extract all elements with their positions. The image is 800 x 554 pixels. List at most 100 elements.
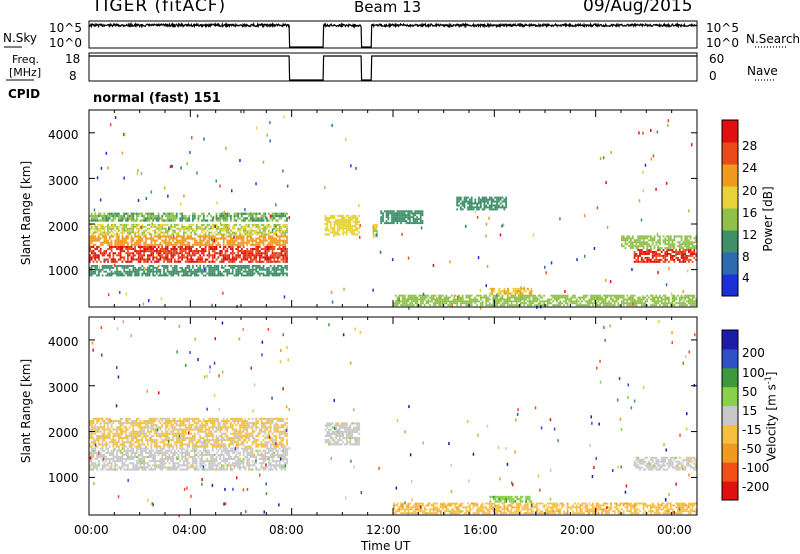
echo-cell [192, 219, 194, 222]
echo-cell [668, 247, 670, 250]
echo-cell [143, 447, 145, 450]
echo-cell [646, 298, 649, 301]
echo-cell [602, 304, 605, 307]
echo-cell [282, 466, 285, 469]
echo-cell [132, 231, 135, 234]
echo-cell [208, 237, 211, 240]
echo-cell [244, 224, 247, 226]
echo-cell [119, 250, 122, 253]
echo-cell [116, 458, 118, 461]
echo-cell [584, 304, 587, 307]
echo-cell [581, 296, 583, 299]
echo-cell [688, 298, 690, 301]
echo-cell [210, 227, 212, 230]
echo-cell [271, 468, 274, 471]
echo-cell [121, 227, 124, 230]
echo-cell [101, 265, 104, 267]
echo-cell [183, 248, 185, 251]
echo-cell [470, 294, 473, 297]
echo-cell [239, 466, 241, 469]
echo-cell [96, 464, 98, 467]
echo-cell [201, 456, 203, 459]
echo-cell [460, 296, 462, 299]
echo-cell [494, 206, 497, 209]
echo-cell [421, 220, 424, 223]
echo-cell [280, 248, 283, 251]
echo-cell [211, 258, 214, 261]
echo-cell [249, 252, 252, 255]
echo-cell [117, 225, 120, 228]
echo-cell [407, 296, 410, 299]
echo-cell [231, 227, 234, 230]
echo-cell [150, 225, 153, 228]
echo-cell [237, 243, 239, 246]
echo-cell [680, 239, 683, 242]
echo-cell [192, 217, 194, 220]
echo-cell [114, 468, 117, 471]
echo-cell [125, 464, 127, 467]
echo-cell [92, 265, 95, 267]
echo-cell [202, 274, 205, 277]
echo-cell [168, 260, 171, 263]
echo-cell [253, 219, 256, 222]
echo-cell [168, 219, 171, 222]
echo-cell [282, 235, 285, 238]
echo-cell [137, 235, 140, 238]
echo-cell [192, 224, 194, 226]
echo-cell [264, 449, 267, 452]
echo-cell [195, 258, 198, 261]
echo-cell [608, 300, 611, 303]
echo-cell [666, 249, 668, 252]
echo-cell [284, 229, 287, 232]
echo-cell [148, 468, 151, 471]
echo-cell [262, 266, 265, 269]
echo-cell [240, 265, 243, 267]
echo-cell [90, 212, 93, 215]
echo-scatter [465, 224, 467, 228]
echo-cell [96, 254, 98, 257]
echo-scatter [485, 222, 488, 226]
echo-scatter [665, 181, 668, 185]
echo-cell [217, 256, 220, 259]
echo-cell [154, 217, 156, 220]
echo-cell [678, 243, 681, 246]
echo-cell [168, 466, 171, 469]
echo-cell [154, 451, 156, 454]
echo-cell [164, 224, 167, 226]
echo-cell [412, 294, 415, 297]
echo-cell [651, 241, 654, 244]
echo-cell [110, 250, 113, 253]
echo-cell [655, 302, 658, 305]
echo-cell [228, 212, 230, 215]
echo-cell [96, 451, 98, 454]
echo-scatter [269, 139, 271, 143]
echo-cell [266, 250, 268, 253]
velocity-cbtick-m15: -15 [742, 423, 762, 437]
echo-cell [98, 235, 100, 238]
echo-cell [152, 254, 155, 257]
echo-cell [134, 243, 136, 246]
echo-cell [257, 219, 259, 222]
echo-cell [101, 456, 104, 459]
echo-cell [586, 302, 589, 305]
echo-cell [159, 270, 162, 273]
echo-cell [108, 227, 111, 230]
echo-cell [159, 227, 162, 230]
echo-cell [128, 268, 131, 271]
echo-cell [586, 294, 589, 297]
echo-cell [119, 252, 122, 255]
echo-cell [427, 302, 430, 305]
echo-cell [195, 462, 198, 465]
echo-cell [107, 468, 109, 471]
echo-cell [543, 302, 545, 305]
echo-cell [217, 243, 220, 246]
echo-cell [639, 260, 641, 263]
echo-cell [159, 466, 162, 469]
echo-cell [128, 468, 131, 471]
echo-cell [164, 266, 167, 269]
echo-scatter [610, 151, 612, 154]
echo-cell [224, 212, 227, 215]
echo-cell [380, 210, 383, 213]
echo-scatter [479, 289, 482, 293]
echo-cell [123, 237, 126, 240]
